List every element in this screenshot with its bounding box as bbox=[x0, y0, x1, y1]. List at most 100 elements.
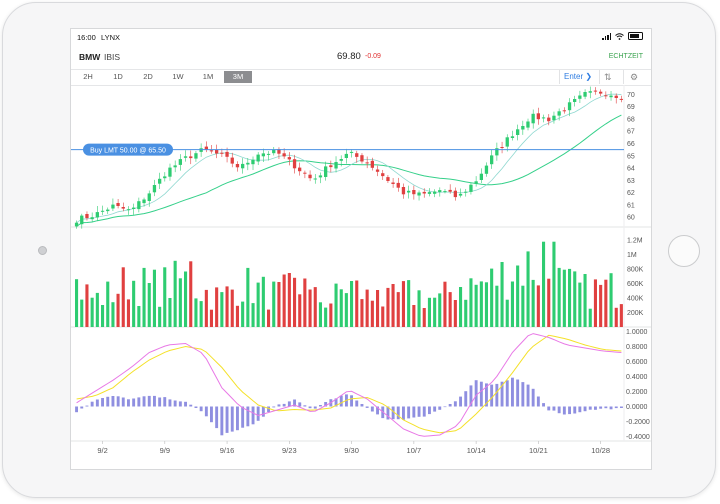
price-tick-label: 67 bbox=[627, 129, 635, 136]
macd-histogram-bar bbox=[261, 406, 265, 417]
candle bbox=[521, 126, 525, 130]
volume-bar bbox=[106, 281, 110, 327]
volume-bar bbox=[282, 274, 286, 327]
macd-histogram-bar bbox=[319, 405, 322, 407]
candle bbox=[557, 111, 561, 116]
candle bbox=[479, 173, 483, 180]
volume-bar bbox=[101, 305, 105, 327]
candle bbox=[438, 190, 442, 192]
macd-histogram-bar bbox=[303, 405, 307, 407]
price-tick-label: 60 bbox=[627, 215, 635, 222]
candle bbox=[95, 212, 99, 218]
time-tick-label: 9/2 bbox=[97, 446, 107, 455]
macd-histogram-bar bbox=[365, 406, 369, 408]
price-tick-label: 70 bbox=[627, 92, 635, 99]
volume-bar bbox=[241, 301, 245, 327]
gear-icon[interactable]: ⚙ bbox=[630, 72, 639, 82]
macd-histogram-bar bbox=[505, 380, 509, 407]
macd-histogram-bar bbox=[178, 401, 182, 407]
macd-histogram-bar bbox=[407, 406, 411, 419]
macd-histogram-bar bbox=[184, 401, 187, 407]
macd-histogram-bar bbox=[604, 406, 608, 409]
candle bbox=[583, 92, 587, 97]
volume-bar bbox=[578, 282, 582, 327]
enter-order-button[interactable]: Enter ❯ bbox=[564, 71, 592, 83]
order-label: Buy LMT 50.00 @ 65.50 bbox=[90, 148, 166, 155]
volume-bar bbox=[235, 305, 239, 327]
volume-bar bbox=[521, 285, 525, 327]
volume-bar bbox=[453, 300, 457, 327]
volume-bar bbox=[230, 289, 234, 327]
macd-histogram-bar bbox=[360, 404, 364, 407]
candle bbox=[292, 159, 297, 169]
macd-histogram-bar bbox=[557, 406, 561, 414]
volume-bar bbox=[370, 300, 374, 327]
candle bbox=[204, 146, 208, 150]
volume-bar bbox=[516, 265, 520, 327]
volume-bar bbox=[324, 307, 328, 327]
sort-arrows-icon[interactable]: ⇅ bbox=[604, 72, 612, 82]
volume-bar bbox=[121, 267, 125, 327]
candle bbox=[272, 149, 276, 154]
app-screen: 16:00 LYNX BMW IBIS 69.80 -0.09 ECHTZEIT… bbox=[70, 28, 652, 470]
macd-histogram-bar bbox=[158, 397, 162, 407]
symbol-label[interactable]: BMW bbox=[79, 52, 101, 62]
status-icons bbox=[602, 32, 643, 40]
macd-tick-label: -0.4000 bbox=[626, 434, 650, 441]
macd-histogram-bar bbox=[339, 395, 343, 407]
candle bbox=[339, 159, 343, 161]
macd-histogram-bar bbox=[599, 406, 603, 409]
volume-bar bbox=[459, 287, 463, 327]
volume-tick-label: 1.2M bbox=[627, 238, 643, 245]
timeframe-1m[interactable]: 1M bbox=[202, 72, 214, 81]
candle bbox=[137, 201, 141, 210]
volume-tick-label: 400K bbox=[627, 296, 644, 303]
macd-histogram-bar bbox=[230, 406, 234, 432]
timeframe-1d[interactable]: 1D bbox=[113, 72, 123, 81]
volume-bar bbox=[225, 286, 229, 327]
camera-dot bbox=[38, 246, 47, 255]
candle bbox=[215, 149, 219, 154]
candle bbox=[541, 117, 546, 119]
volume-bar bbox=[365, 289, 369, 327]
quote-header: BMW IBIS 69.80 -0.09 ECHTZEIT bbox=[71, 45, 651, 70]
home-button[interactable] bbox=[668, 235, 700, 267]
price-tick-label: 65 bbox=[627, 153, 635, 160]
candle bbox=[126, 209, 131, 211]
volume-bar bbox=[448, 292, 452, 327]
volume-bar bbox=[396, 292, 400, 327]
price-change: -0.09 bbox=[365, 53, 381, 60]
macd-histogram-bar bbox=[402, 406, 405, 420]
macd-histogram-bar bbox=[282, 403, 286, 407]
macd-histogram-bar bbox=[127, 399, 130, 407]
candle bbox=[567, 102, 572, 111]
timeframe-2h[interactable]: 2H bbox=[83, 72, 93, 81]
macd-histogram-bar bbox=[516, 379, 520, 407]
macd-histogram-bar bbox=[256, 406, 260, 421]
candle bbox=[484, 165, 489, 174]
timeframe-1w[interactable]: 1W bbox=[172, 72, 184, 81]
time-tick-label: 10/28 bbox=[591, 446, 610, 455]
macd-histogram-bar bbox=[464, 391, 468, 407]
order-tag[interactable]: Buy LMT 50.00 @ 65.50 bbox=[83, 143, 173, 156]
volume-bar bbox=[547, 278, 551, 327]
candle bbox=[158, 178, 162, 184]
status-bar: 16:00 LYNX bbox=[71, 29, 651, 45]
candle bbox=[355, 153, 359, 157]
volume-bar bbox=[360, 299, 364, 327]
volume-tick-label: 600K bbox=[627, 281, 644, 288]
candle bbox=[510, 136, 515, 138]
volume-bar bbox=[142, 267, 146, 327]
candle bbox=[220, 152, 224, 154]
macd-tick-label: 0.6000 bbox=[626, 359, 648, 366]
timeframe-2d[interactable]: 2D bbox=[143, 72, 153, 81]
timeframe-3m[interactable]: 3M bbox=[224, 71, 252, 83]
volume-bar bbox=[111, 302, 115, 327]
macd-histogram-bar bbox=[511, 377, 514, 407]
volume-bar bbox=[355, 280, 359, 327]
price-chart[interactable]: Buy LMT 50.00 @ 65.50 60 61 62 63 64 65 66 67 68 6… bbox=[71, 85, 651, 469]
candle bbox=[609, 95, 613, 98]
candle bbox=[599, 91, 603, 94]
time-tick-label: 9/16 bbox=[220, 446, 235, 455]
volume-bar bbox=[194, 298, 198, 327]
